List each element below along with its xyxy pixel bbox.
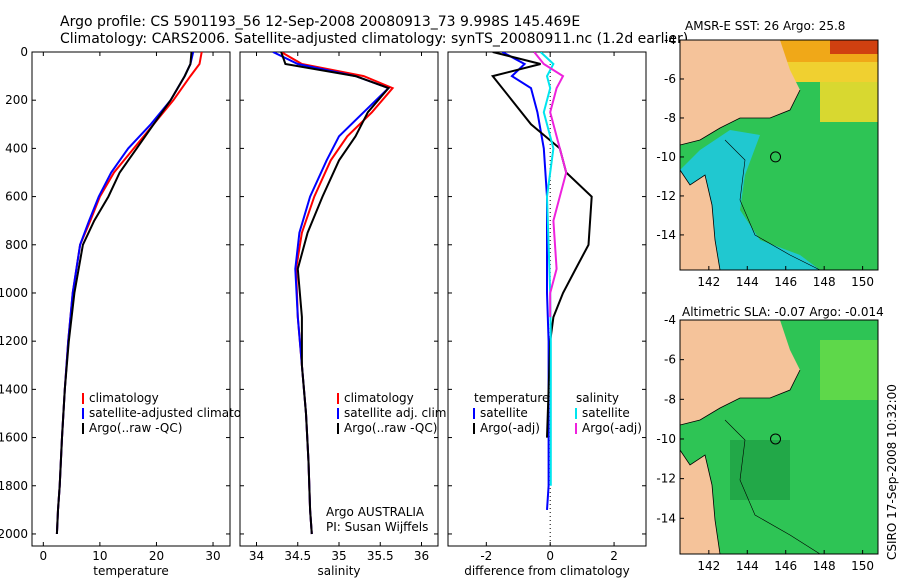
y-tick-label: 1000 (0, 286, 28, 300)
series-line-salinity-satellite (539, 52, 555, 486)
sst-map-frame (679, 39, 879, 271)
map-x-tick-label: 150 (851, 559, 874, 573)
sla-map-frame (679, 319, 879, 555)
x-tick-label: 2 (610, 549, 618, 563)
map-y-tick-label: -6 (664, 353, 676, 367)
series-line-salinity-argo-adj- (533, 52, 568, 318)
argo-credit-line1: Argo AUSTRALIA (326, 505, 425, 519)
x-axis-label: temperature (93, 564, 168, 578)
figure-title-line1: Argo profile: CS 5901193_56 12-Sep-2008 … (60, 14, 580, 30)
map-x-tick-label: 148 (813, 559, 836, 573)
y-tick-label: 2000 (0, 527, 28, 541)
legend-label: Argo(..raw -QC) (344, 421, 437, 435)
sla-map-panel: Altimetric SLA: -0.07 Argo: -0.014 142 14… (656, 305, 883, 573)
x-axis-label: salinity (317, 564, 360, 578)
map-y-tick-label: -8 (664, 392, 676, 406)
map-x-tick-label: 148 (813, 275, 836, 289)
series-line-argo-raw-qc- (55, 52, 193, 535)
map-y-tick-label: -4 (664, 33, 676, 47)
sla-high-patch (820, 340, 878, 400)
salinity-panel: 34 34.5 35 35.5 36 salinity climatologysatell… (239, 51, 450, 578)
sst-coastline (680, 89, 801, 270)
y-tick-label: 0 (20, 45, 28, 59)
x-tick-label: 35 (331, 549, 346, 563)
map-y-tick-label: -12 (656, 472, 676, 486)
sst-isobath (724, 139, 821, 270)
y-tick-label: 1800 (0, 479, 28, 493)
legend-label: climatology (344, 391, 414, 405)
sst-cool-channel (680, 130, 820, 270)
sla-new-guinea-land (680, 320, 800, 425)
y-tick-label: 1200 (0, 334, 28, 348)
y-tick-label: 200 (5, 93, 28, 107)
x-tick-label: 0 (546, 549, 554, 563)
map-y-tick-label: -8 (664, 111, 676, 125)
sst-hot-patch (830, 40, 878, 54)
legend-label: Argo(..raw -QC) (89, 421, 182, 435)
map-y-tick-label: -4 (664, 313, 676, 327)
csiro-side-label: CSIRO 17-Sep-2008 10:32:00 (885, 384, 899, 560)
legend-label: satellite (480, 406, 528, 420)
sst-mid-band (780, 62, 878, 82)
map-x-tick-label: 142 (697, 275, 720, 289)
map-x-tick-label: 146 (774, 275, 797, 289)
sla-map-title: Altimetric SLA: -0.07 Argo: -0.014 (682, 305, 884, 319)
map-x-tick-label: 150 (851, 275, 874, 289)
x-tick-label: 0 (39, 549, 47, 563)
map-y-tick-label: -12 (656, 189, 676, 203)
argo-credit-line2: PI: Susan Wijffels (326, 520, 428, 534)
map-x-tick-label: 146 (774, 559, 797, 573)
map-y-tick-label: -14 (656, 511, 676, 525)
x-axis-label: difference from climatology (464, 564, 630, 578)
map-y-tick-label: -14 (656, 228, 676, 242)
legend-label: climatology (89, 391, 159, 405)
x-tick-label: -2 (480, 549, 492, 563)
map-y-tick-label: -10 (656, 432, 676, 446)
sla-isobath (724, 419, 821, 554)
australia-land (680, 170, 720, 270)
legend-label: satellite-adjusted climatology (89, 406, 267, 420)
sla-coastline (680, 369, 801, 554)
new-guinea-land (680, 40, 800, 145)
legend-label: salinity (576, 391, 619, 405)
x-tick-label: 30 (205, 549, 220, 563)
map-x-tick-label: 142 (697, 559, 720, 573)
sla-argo-marker (770, 433, 782, 445)
x-tick-label: 35.5 (367, 549, 394, 563)
temperature-panel: 0 10 20 30 temperature 0 200 400 600 800 1000 1200 1… (0, 45, 267, 578)
y-tick-label: 1600 (0, 431, 28, 445)
map-x-tick-label: 144 (736, 275, 759, 289)
legend-label: Argo(-adj) (480, 421, 540, 435)
temperature-axes-frame (31, 51, 231, 547)
legend-label: temperature (474, 391, 549, 405)
y-tick-label: 400 (5, 141, 28, 155)
x-tick-label: 20 (149, 549, 164, 563)
legend-label: Argo(-adj) (582, 421, 642, 435)
y-tick-label: 600 (5, 190, 28, 204)
sst-map-title: AMSR-E SST: 26 Argo: 25.8 (685, 19, 845, 33)
sst-mid-band-2 (820, 82, 878, 122)
sla-low-patch (730, 440, 790, 500)
legend-label: satellite adj. clim. (344, 406, 450, 420)
figure-title-line2: Climatology: CARS2006. Satellite-adjuste… (60, 31, 688, 47)
x-tick-label: 10 (92, 549, 107, 563)
x-tick-label: 36 (414, 549, 429, 563)
sst-argo-marker (770, 151, 782, 163)
sla-australia-land (680, 450, 720, 554)
map-y-tick-label: -6 (664, 72, 676, 86)
salinity-axes-frame (239, 51, 439, 547)
y-tick-label: 800 (5, 238, 28, 252)
series-line-argo-raw-qc- (280, 52, 391, 535)
legend-label: satellite (582, 406, 630, 420)
x-tick-label: 34 (249, 549, 264, 563)
sst-map-panel: AMSR-E SST: 26 Argo: 25.8 142 144 146 148 15… (656, 19, 879, 289)
x-tick-label: 34.5 (284, 549, 311, 563)
map-y-tick-label: -10 (656, 150, 676, 164)
map-x-tick-label: 144 (736, 559, 759, 573)
y-tick-label: 1400 (0, 382, 28, 396)
